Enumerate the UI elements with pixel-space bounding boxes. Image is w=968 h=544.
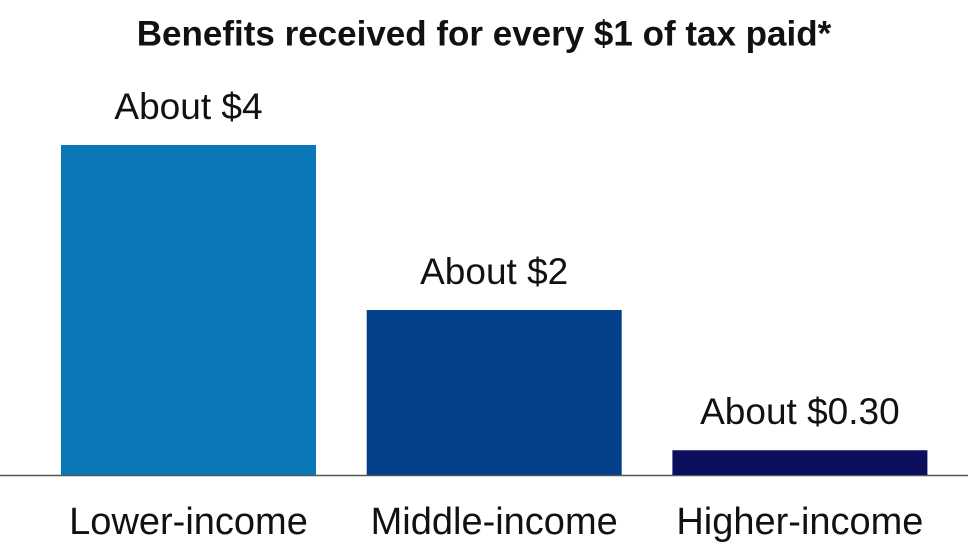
value-label: About $4	[114, 86, 262, 127]
bar	[672, 450, 928, 475]
chart-title: Benefits received for every $1 of tax pa…	[137, 14, 832, 53]
category-label: Higher-income	[676, 501, 923, 543]
category-label: Lower-income	[69, 501, 308, 543]
value-label: About $0.30	[700, 391, 900, 432]
bar	[366, 310, 622, 475]
bar	[61, 145, 316, 475]
category-label: Middle-income	[371, 501, 618, 543]
value-label: About $2	[420, 251, 568, 292]
